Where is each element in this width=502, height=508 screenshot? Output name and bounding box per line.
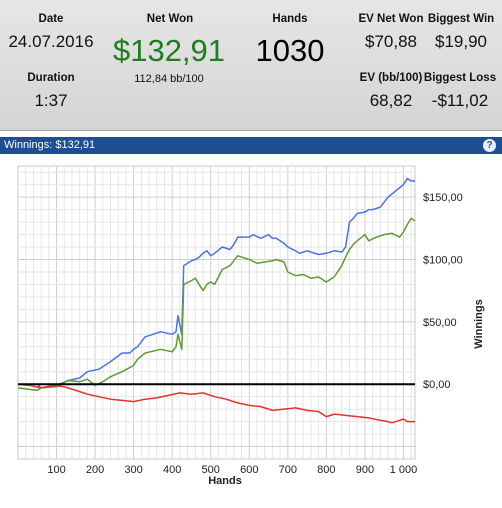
y-tick-label: $150,00 [423,192,463,204]
bb100-value: 112,84 bb/100 [134,73,204,85]
x-axis-title: Hands [208,475,242,487]
y-tick-label: $50,00 [423,317,457,329]
duration-label: Duration [27,72,75,84]
winnings-line [18,177,415,389]
date-value: 24.07.2016 [8,32,94,51]
winnings-chart: 100 200 300 400 500 600 700 800 900 1 000 $150,00… [0,154,502,508]
biggest-loss-value: -$11,02 [431,91,489,110]
help-icon[interactable]: ? [483,139,496,152]
x-tick-label: 700 [279,464,297,476]
net-won-value: $132,91 [112,33,226,68]
hands-label: Hands [272,13,308,25]
chart-series [17,177,416,424]
y-tick-label: $100,00 [423,255,463,267]
y-tick-label: $0,00 [423,379,451,391]
winnings-panel-header: Winnings: $132,91 ? [0,137,502,154]
x-tick-label: 600 [240,464,258,476]
y-axis-ticks: $150,00 $100,00 $50,00 $0,00 [423,192,463,391]
showdown-line [17,217,416,392]
x-tick-label: 1 000 [390,464,418,476]
biggest-win-label: Biggest Win [427,13,495,25]
x-tick-label: 100 [47,464,65,476]
biggest-loss-label: Biggest Loss [423,72,497,84]
x-tick-label: 200 [86,464,104,476]
x-tick-label: 900 [356,464,374,476]
net-won-label: Net Won [146,13,194,25]
winnings-panel-title: Winnings: $132,91 [4,139,96,151]
ev-bb100-value: 68,82 [369,91,413,110]
winnings-chart-svg: 100 200 300 400 500 600 700 800 900 1 000 $150,00… [17,165,485,487]
ev-net-won-label: EV Net Won [358,13,424,25]
chart-grid [17,165,416,460]
ev-bb100-label: EV (bb/100) [359,72,423,84]
ev-net-won-value: $70,88 [365,32,417,51]
session-stats-panel: Date 24.07.2016 Duration 1:37 Net Won $1… [0,0,502,131]
hands-value: 1030 [255,33,325,68]
x-tick-label: 400 [163,464,181,476]
x-tick-label: 300 [124,464,142,476]
x-tick-label: 800 [317,464,335,476]
date-label: Date [38,13,64,25]
duration-value: 1:37 [34,91,68,110]
x-tick-label: 500 [202,464,220,476]
x-axis-ticks: 100 200 300 400 500 600 700 800 900 1 000 [47,464,417,476]
biggest-win-value: $19,90 [435,32,487,51]
y-axis-title: Winnings [473,299,485,348]
plot-area [17,165,416,460]
non-showdown-line [17,383,415,424]
